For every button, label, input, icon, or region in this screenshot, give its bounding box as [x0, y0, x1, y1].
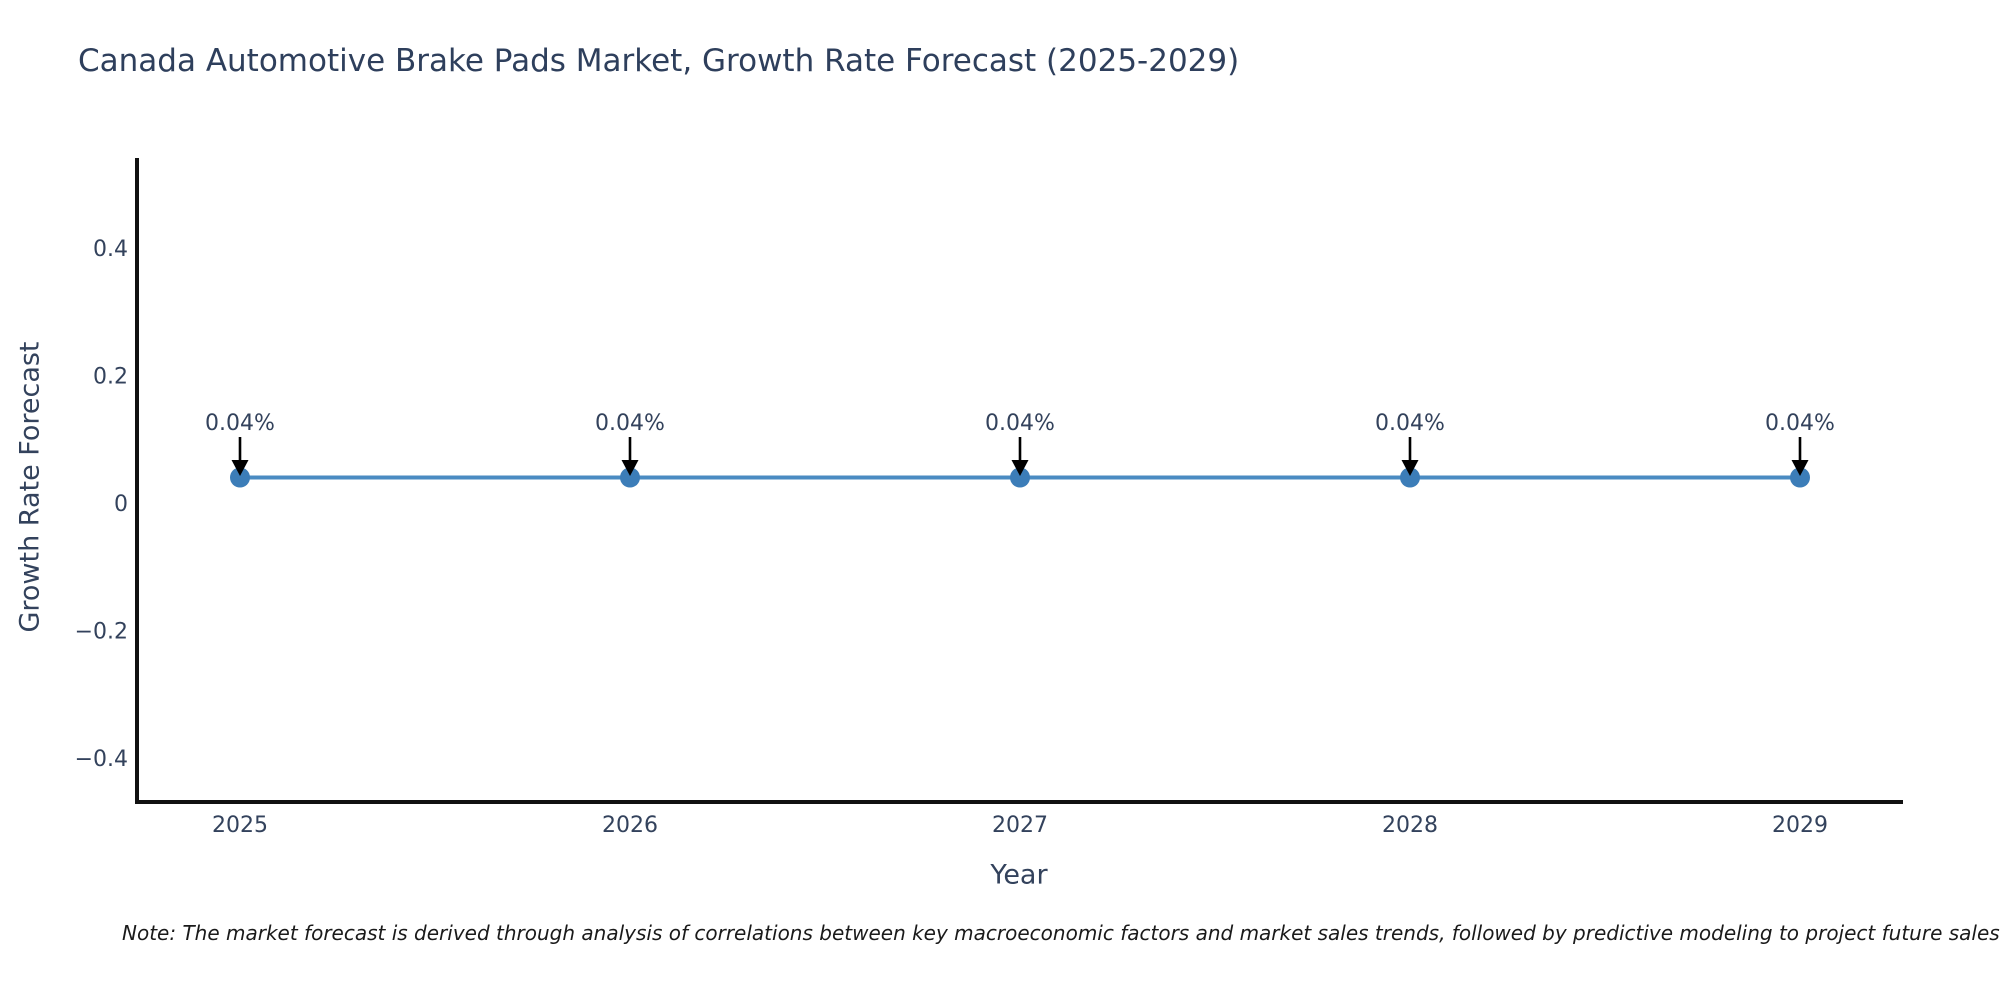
x-tick-label: 2025 [212, 813, 268, 838]
y-tick-label: 0.4 [93, 237, 128, 262]
x-tick-label: 2027 [992, 813, 1048, 838]
x-axis-label: Year [990, 859, 1048, 891]
annotation-arrow-head [1791, 460, 1809, 476]
x-tick-label: 2026 [602, 813, 658, 838]
x-tick-label: 2028 [1382, 813, 1438, 838]
y-tick-label: −0.2 [75, 620, 128, 645]
point-annotation-label: 0.04% [1765, 411, 1835, 436]
point-annotation-label: 0.04% [595, 411, 665, 436]
data-point-marker [230, 467, 250, 488]
footnote: Note: The market forecast is derived thr… [122, 921, 2000, 945]
data-point-marker [620, 467, 640, 488]
x-tick-label: 2029 [1772, 813, 1828, 838]
annotation-arrow-head [231, 460, 249, 476]
annotation-arrow-head [1401, 460, 1419, 476]
y-tick-label: 0.2 [93, 365, 128, 390]
data-point-marker [1010, 467, 1030, 488]
y-tick-label: −0.4 [75, 747, 128, 772]
point-annotation-label: 0.04% [1375, 411, 1445, 436]
chart-title: Canada Automotive Brake Pads Market, Gro… [78, 43, 1240, 79]
data-point-marker [1400, 467, 1420, 488]
annotation-arrow-head [621, 460, 639, 476]
y-tick-label: 0 [114, 492, 128, 517]
data-point-marker [1790, 467, 1810, 488]
annotation-arrow-head [1011, 460, 1029, 476]
point-annotation-label: 0.04% [205, 411, 275, 436]
y-axis-spine [135, 158, 139, 804]
x-axis-spine [135, 800, 1903, 804]
point-annotation-label: 0.04% [985, 411, 1055, 436]
